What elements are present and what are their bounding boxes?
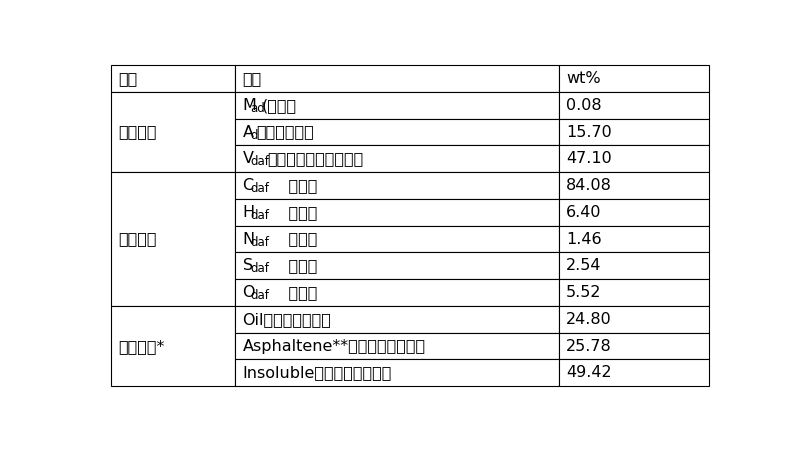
Text: d: d [250,129,258,142]
Bar [111,172,235,306]
Text: 1.46: 1.46 [566,232,602,247]
Text: 47.10: 47.10 [566,151,612,166]
Bar [558,199,709,226]
Text: 24.80: 24.80 [566,312,612,327]
Text: ad: ad [250,102,266,115]
Bar [558,172,709,199]
Text: 符号: 符号 [242,71,262,86]
Bar [235,65,558,92]
Bar [558,306,709,333]
Text: M: M [242,98,257,113]
Bar [235,92,558,119]
Bar [558,279,709,306]
Bar [235,359,558,386]
Text: Asphaltene**（无水基沥青质）: Asphaltene**（无水基沥青质） [242,338,426,354]
Bar [235,172,558,199]
Bar [235,119,558,146]
Text: （无水无灰基挥发分）: （无水无灰基挥发分） [268,151,364,166]
Bar [235,146,558,172]
Bar [558,65,709,92]
Text: 工业分析: 工业分析 [118,125,157,139]
Text: 84.08: 84.08 [566,178,612,193]
Bar [235,252,558,279]
Bar [235,306,558,333]
Text: 49.42: 49.42 [566,366,612,380]
Text: 15.70: 15.70 [566,125,612,139]
Text: daf: daf [250,289,270,302]
Text: H: H [242,205,254,220]
Text: （硫）: （硫） [268,258,317,273]
Text: daf: daf [250,209,270,222]
Text: 2.54: 2.54 [566,258,602,273]
Text: Oil（无水基油分）: Oil（无水基油分） [242,312,331,327]
Text: 6.40: 6.40 [566,205,602,220]
Text: (水分）: (水分） [262,98,297,113]
Text: （氧）: （氧） [268,285,317,300]
Bar [235,333,558,359]
Bar [235,199,558,226]
Text: daf: daf [250,182,270,195]
Bar [558,119,709,146]
Bar [558,92,709,119]
Text: O: O [242,285,255,300]
Text: daf: daf [250,262,270,276]
Text: （干基灰分）: （干基灰分） [256,125,314,139]
Bar [235,226,558,252]
Text: （氢）: （氢） [268,205,317,220]
Text: 25.78: 25.78 [566,338,612,354]
Bar [111,306,235,386]
Text: daf: daf [250,236,270,248]
Text: 索氏萃取*: 索氏萃取* [118,338,165,354]
Text: （氮）: （氮） [268,232,317,247]
Text: C: C [242,178,254,193]
Text: 项目: 项目 [118,71,138,86]
Text: N: N [242,232,254,247]
Text: S: S [242,258,253,273]
Text: Insoluble（无水基不溶物）: Insoluble（无水基不溶物） [242,366,392,380]
Text: （碳）: （碳） [268,178,317,193]
Bar [235,279,558,306]
Bar [558,226,709,252]
Bar [111,92,235,172]
Bar [558,146,709,172]
Text: 0.08: 0.08 [566,98,602,113]
Bar [558,333,709,359]
Text: daf: daf [250,155,270,169]
Text: 元素分析: 元素分析 [118,232,157,247]
Text: V: V [242,151,254,166]
Text: 5.52: 5.52 [566,285,602,300]
Text: A: A [242,125,254,139]
Bar [111,65,235,92]
Bar [558,359,709,386]
Text: wt%: wt% [566,71,601,86]
Bar [558,252,709,279]
